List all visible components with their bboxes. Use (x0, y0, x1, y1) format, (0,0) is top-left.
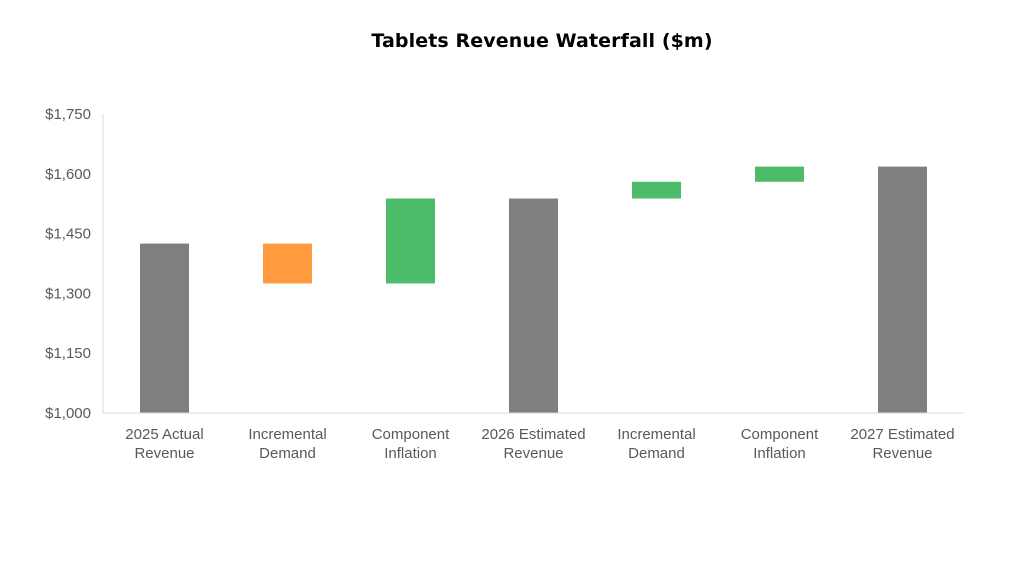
x-tick-label: 2025 Actual Revenue (125, 426, 203, 462)
x-tick-label: 2026 Estimated Revenue (481, 426, 585, 462)
x-tick-label: Incremental Demand (617, 426, 695, 462)
bar-increase (632, 181, 681, 199)
bar-total (878, 166, 927, 413)
x-tick-label: Incremental Demand (248, 426, 326, 462)
x-axis: 2025 Actual Revenue Incremental Demand Compo… (103, 412, 964, 462)
y-tick-label: $1,000 (45, 405, 91, 422)
bar-total (140, 243, 189, 413)
y-tick-label: $1,150 (45, 345, 91, 362)
y-axis: $1,000 $1,150 $1,300 $1,450 $1,600 $1,750 (45, 106, 104, 422)
y-tick-label: $1,450 (45, 226, 91, 243)
x-tick-label: Component Inflation (372, 426, 450, 462)
chart-title: Tablets Revenue Waterfall ($m) (371, 30, 713, 52)
bars (140, 166, 927, 413)
x-tick-label: Component Inflation (741, 426, 819, 462)
bar-total (509, 198, 558, 413)
y-tick-label: $1,300 (45, 285, 91, 302)
bar-increase (386, 198, 435, 284)
y-tick-label: $1,600 (45, 166, 91, 183)
bar-decrease (263, 243, 312, 284)
bar-increase (755, 166, 804, 182)
y-tick-label: $1,750 (45, 106, 91, 123)
x-tick-label: 2027 Estimated Revenue (850, 426, 954, 462)
